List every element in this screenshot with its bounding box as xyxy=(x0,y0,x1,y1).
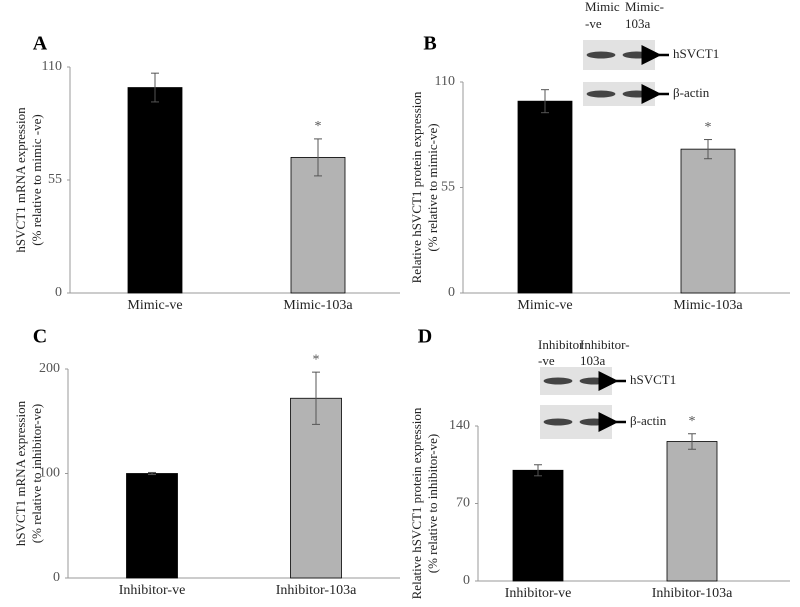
y-tick-label: 55 xyxy=(441,180,455,195)
y-tick-label: 55 xyxy=(48,172,62,187)
band-label: hSVCT1 xyxy=(630,372,676,387)
panel-label: C xyxy=(33,326,47,348)
y-tick-label: 0 xyxy=(53,570,60,585)
panel-label: A xyxy=(33,33,48,55)
x-tick-label: Inhibitor-ve xyxy=(119,583,186,598)
blot-band xyxy=(543,377,573,385)
x-tick-label: Inhibitor-103a xyxy=(652,586,733,601)
y-axis-label: hSVCT1 mRNA expression xyxy=(13,107,28,253)
significance: * xyxy=(313,352,320,367)
lane-label: Inhibitor xyxy=(538,337,584,352)
band-label: hSVCT1 xyxy=(673,46,719,61)
x-tick-label: Mimic-103a xyxy=(283,298,353,313)
y-tick-label: 0 xyxy=(448,285,455,300)
significance: * xyxy=(705,120,712,135)
lane-label: Mimic xyxy=(585,0,620,14)
lane-label: -ve xyxy=(585,16,602,31)
lane-label: 103a xyxy=(580,353,606,368)
error-bar xyxy=(314,138,322,177)
x-tick-label: Mimic-103a xyxy=(673,298,743,313)
bar xyxy=(127,87,183,294)
error-bar xyxy=(688,433,696,450)
panel-label: D xyxy=(418,326,432,348)
y-axis-label: hSVCT1 mRNA expression xyxy=(13,400,28,546)
y-tick-label: 0 xyxy=(55,285,62,300)
bar xyxy=(290,397,342,579)
y-axis-label: Relative hSVCT1 protein expression xyxy=(409,91,424,283)
lane-label: Inhibitor- xyxy=(580,337,630,352)
significance: * xyxy=(689,414,696,429)
blot-band xyxy=(622,90,652,98)
y-axis-label: (% relative to inhibitor-ve) xyxy=(29,404,44,543)
x-tick-label: Inhibitor-103a xyxy=(276,583,357,598)
y-axis-label: (% relative to mimic-ve) xyxy=(425,123,440,251)
y-axis-label: (% relative to inhibitor-ve) xyxy=(425,434,440,573)
bar xyxy=(512,469,564,582)
panel-label: B xyxy=(423,33,436,55)
x-tick-label: Mimic-ve xyxy=(517,298,572,313)
band-label: β-actin xyxy=(630,413,667,428)
blot-band xyxy=(586,90,616,98)
bar xyxy=(126,473,178,579)
blot-band xyxy=(579,377,609,385)
blot-band xyxy=(543,418,573,426)
error-bar xyxy=(704,139,712,160)
lane-label: -ve xyxy=(538,353,555,368)
y-tick-label: 70 xyxy=(456,496,470,511)
y-tick-label: 100 xyxy=(39,466,60,481)
error-bar xyxy=(148,471,156,476)
x-tick-label: Mimic-ve xyxy=(127,298,182,313)
blot-band xyxy=(586,51,616,59)
lane-label: Mimic- xyxy=(625,0,664,14)
bar xyxy=(517,100,573,294)
lane-label: 103a xyxy=(625,16,651,31)
y-tick-label: 200 xyxy=(39,361,60,376)
blot-band xyxy=(622,51,652,59)
y-axis-label: (% relative to mimic -ve) xyxy=(29,114,44,245)
error-bar xyxy=(541,89,549,114)
bar xyxy=(666,441,718,582)
y-tick-label: 110 xyxy=(435,74,455,89)
x-tick-label: Inhibitor-ve xyxy=(505,586,572,601)
significance: * xyxy=(315,119,322,134)
error-bar xyxy=(312,371,320,425)
y-tick-label: 140 xyxy=(449,418,470,433)
error-bar xyxy=(151,72,159,103)
y-axis-label: Relative hSVCT1 protein expression xyxy=(409,407,424,599)
bar xyxy=(680,148,736,294)
y-tick-label: 110 xyxy=(42,59,62,74)
y-tick-label: 0 xyxy=(463,573,470,588)
bar xyxy=(290,156,346,294)
blot-band xyxy=(579,418,609,426)
error-bar xyxy=(534,464,542,477)
band-label: β-actin xyxy=(673,85,710,100)
